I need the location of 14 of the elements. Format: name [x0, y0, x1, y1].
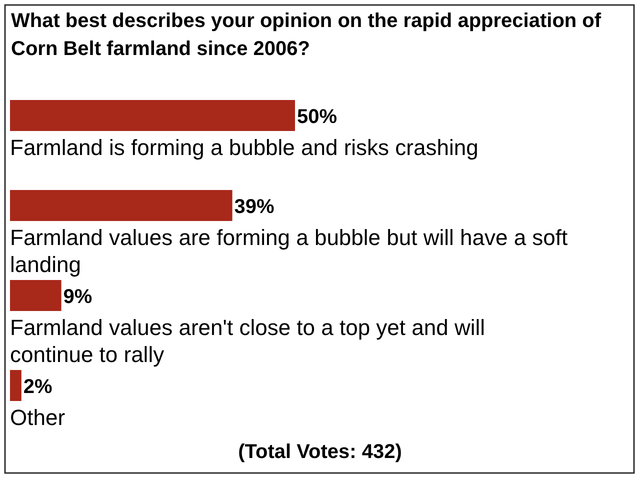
bar [10, 280, 62, 311]
data-label: 50% [297, 106, 338, 128]
bar [10, 100, 295, 131]
data-label: 39% [234, 196, 275, 218]
data-label: 2% [23, 376, 53, 398]
y-tick-label: Farmland is forming a bubble and risks crashing [10, 135, 478, 160]
data-label: 9% [63, 286, 92, 308]
y-tick-label: Farmland values are forming a bubble but will have a soft landing [10, 225, 568, 277]
bar [10, 370, 22, 401]
y-tick-label: Other [10, 405, 66, 430]
chart-title: What best describes your opinion on the rapid appreciation of Corn Belt farmland since 2006? [11, 10, 602, 60]
y-tick-label: Farmland values aren't close to a top yet and will continue to rally [10, 315, 485, 367]
annotation: (Total Votes: 432) [238, 441, 402, 463]
bar [10, 190, 232, 221]
